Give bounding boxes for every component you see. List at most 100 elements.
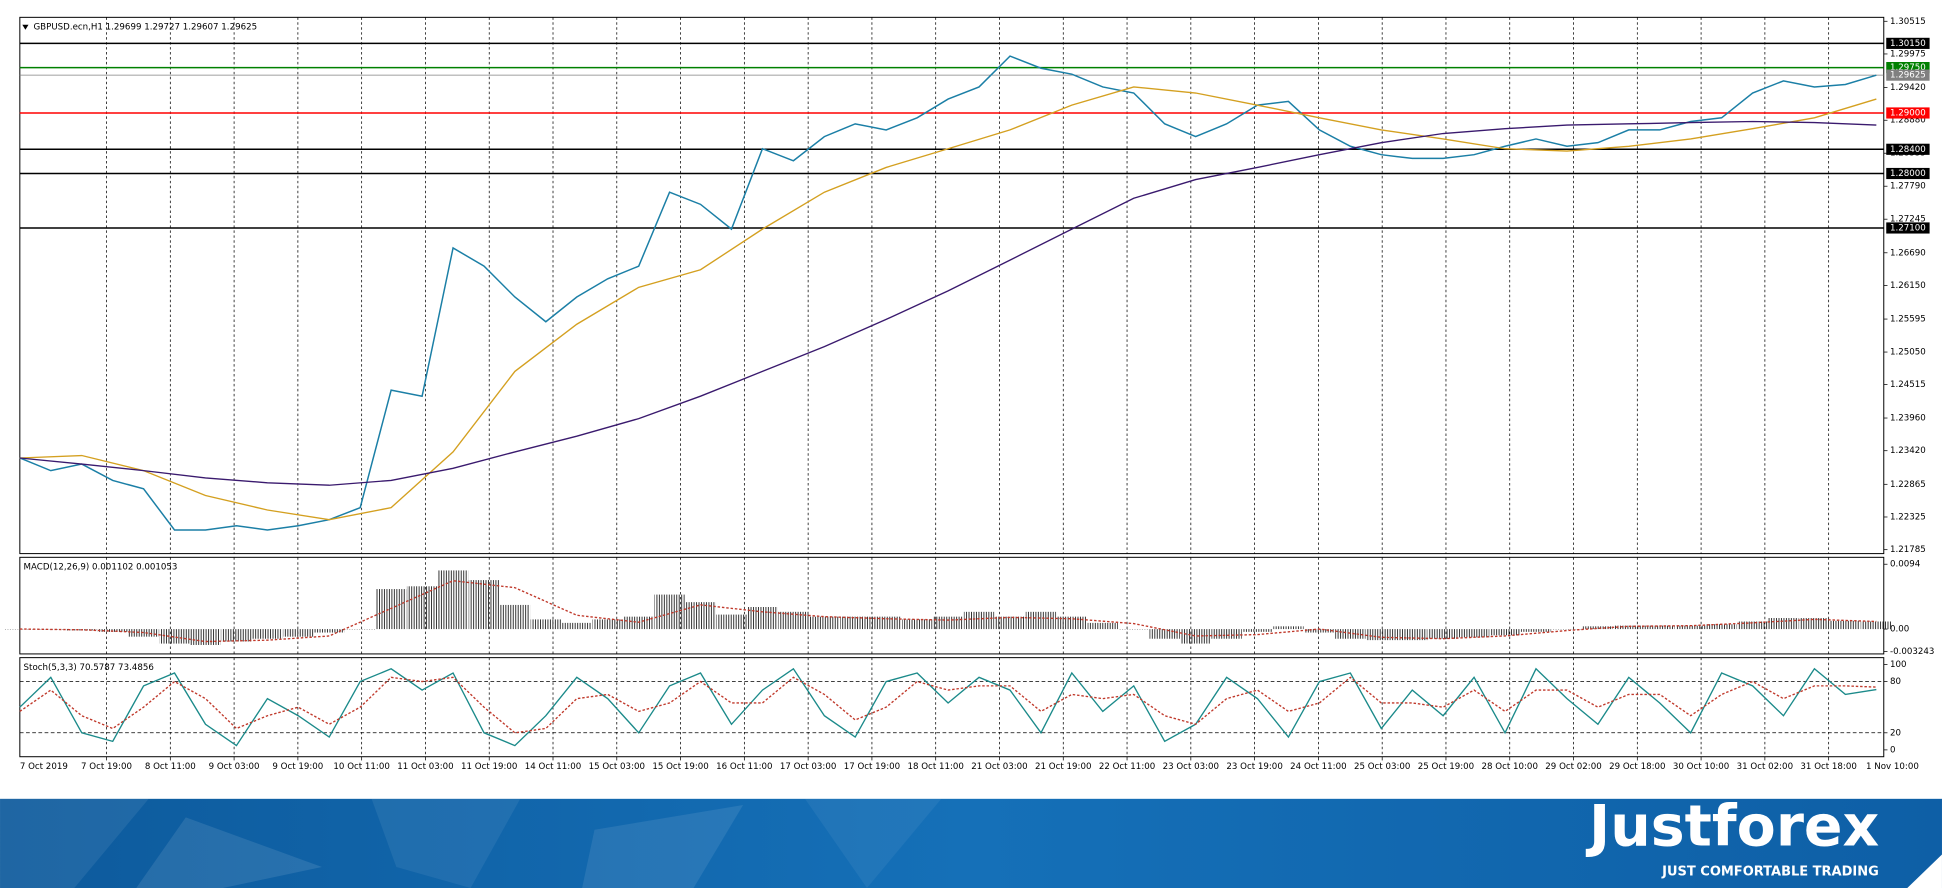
series-line xyxy=(19,580,1877,643)
macd-bar xyxy=(1520,629,1552,632)
x-tick-label: 15 Oct 19:00 xyxy=(652,762,708,772)
series-line xyxy=(19,120,1877,486)
macd-bar xyxy=(778,611,809,630)
level-label: 1.29000 xyxy=(1890,108,1926,118)
panel-frame xyxy=(19,556,1885,655)
y-tick-label: 1.29975 xyxy=(1890,49,1926,59)
macd-bar xyxy=(1489,629,1521,636)
macd-bar xyxy=(561,622,592,630)
macd-bar xyxy=(1644,625,1675,630)
panel-title: GBPUSD.ecn,H1 1.29699 1.29727 1.29607 1.… xyxy=(33,23,257,33)
macd-bar xyxy=(1861,621,1892,630)
decor xyxy=(582,805,744,888)
x-tick-label: 7 Oct 19:00 xyxy=(81,762,132,772)
y-tick-label: 1.21785 xyxy=(1890,545,1926,555)
panel-frame xyxy=(19,657,1885,758)
y-tick-label: 1.30515 xyxy=(1890,17,1926,27)
x-tick-label: 31 Oct 18:00 xyxy=(1800,762,1856,772)
panel-title: Stoch(5,3,3) 70.5787 73.4856 xyxy=(24,663,154,673)
macd-bar xyxy=(932,616,964,630)
x-tick-label: 11 Oct 03:00 xyxy=(397,762,453,772)
macd-bar xyxy=(1273,626,1304,630)
macd-bar xyxy=(1087,622,1118,630)
macd-bar xyxy=(1242,629,1273,632)
macd-bar xyxy=(128,629,159,637)
x-tick-label: 23 Oct 19:00 xyxy=(1226,762,1282,772)
series-line xyxy=(19,86,1877,521)
macd-bar xyxy=(1799,618,1830,630)
y-tick-label: 80 xyxy=(1890,677,1901,687)
macd-bar xyxy=(159,629,190,644)
macd-bar xyxy=(1768,618,1799,630)
macd-bar xyxy=(1737,621,1768,630)
macd-bar xyxy=(1675,625,1706,630)
y-tick-label: 1.25050 xyxy=(1890,348,1926,358)
y-tick-label: 1.22865 xyxy=(1890,480,1926,490)
y-tick-label: 0.00 xyxy=(1890,625,1909,635)
level-box xyxy=(1886,62,1930,74)
level-box xyxy=(1886,167,1930,180)
level-box xyxy=(1886,37,1930,49)
macd-bar xyxy=(314,629,345,633)
macd-bar xyxy=(221,629,252,642)
macd-bar xyxy=(283,629,314,637)
x-tick-label: 17 Oct 03:00 xyxy=(780,762,836,772)
macd-bar xyxy=(747,607,778,630)
series-line xyxy=(19,667,1877,747)
level-box xyxy=(1886,222,1930,234)
macd-bar xyxy=(437,570,469,630)
macd-bar xyxy=(871,616,902,630)
series-line xyxy=(19,676,1877,734)
x-tick-label: 30 Oct 10:00 xyxy=(1673,762,1729,772)
y-tick-label: 1.23420 xyxy=(1890,446,1926,456)
level-box xyxy=(1886,69,1930,81)
level-label: 1.29625 xyxy=(1890,71,1926,81)
macd-bar xyxy=(1025,611,1057,630)
x-tick-label: 28 Oct 10:00 xyxy=(1482,762,1538,772)
level-label: 1.28400 xyxy=(1890,145,1926,155)
banner: Justforex JUST COMFORTABLE TRADING xyxy=(0,793,1942,888)
y-tick-label: 1.24515 xyxy=(1890,380,1926,390)
decor xyxy=(136,817,323,888)
macd-bar xyxy=(1056,616,1088,630)
level-box xyxy=(1886,107,1930,119)
x-tick-label: 16 Oct 11:00 xyxy=(716,762,772,772)
macd-bar xyxy=(1582,626,1614,630)
level-box xyxy=(1886,143,1930,155)
x-tick-label: 29 Oct 02:00 xyxy=(1545,762,1601,772)
macd-bar xyxy=(1180,629,1211,644)
y-tick-label: 1.26690 xyxy=(1890,248,1926,258)
macd-bar xyxy=(1366,629,1397,641)
macd-bar xyxy=(1830,620,1861,630)
panel-frame xyxy=(19,16,1885,555)
banner-bg xyxy=(0,798,1942,888)
y-tick-label: 1.22325 xyxy=(1890,512,1926,522)
x-tick-label: 24 Oct 11:00 xyxy=(1290,762,1346,772)
y-tick-label: 1.26150 xyxy=(1890,281,1926,291)
y-tick-label: 1.27245 xyxy=(1890,215,1926,225)
macd-bar xyxy=(716,614,747,630)
macd-bar xyxy=(1427,629,1459,639)
x-tick-label: 9 Oct 19:00 xyxy=(272,762,323,772)
x-tick-label: 17 Oct 19:00 xyxy=(844,762,900,772)
macd-bar xyxy=(840,616,871,630)
y-tick-label: 0.0094 xyxy=(1890,560,1921,570)
x-tick-label: 7 Oct 2019 xyxy=(20,762,68,772)
x-tick-label: 31 Oct 02:00 xyxy=(1737,762,1793,772)
menu-arrow xyxy=(22,24,29,30)
y-tick-label: -0.003243 xyxy=(1890,647,1934,657)
decor xyxy=(1907,854,1942,888)
macd-bar xyxy=(592,619,623,630)
y-tick-label: 0 xyxy=(1890,745,1896,755)
macd-bar xyxy=(994,616,1026,630)
macd-bar xyxy=(1397,629,1428,641)
macd-bar xyxy=(1335,629,1366,639)
macd-bar xyxy=(252,629,283,639)
panel-title: MACD(12,26,9) 0.001102 0.001053 xyxy=(24,563,178,573)
x-tick-label: 21 Oct 19:00 xyxy=(1035,762,1091,772)
macd-bar xyxy=(654,594,685,630)
level-label: 1.30150 xyxy=(1890,39,1926,49)
x-tick-label: 8 Oct 11:00 xyxy=(145,762,196,772)
decor xyxy=(805,798,942,888)
